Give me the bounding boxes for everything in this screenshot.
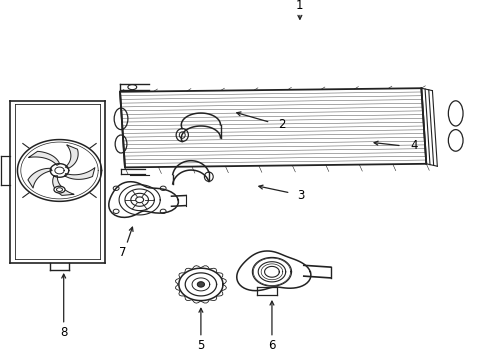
Ellipse shape [113, 209, 119, 213]
Text: 5: 5 [197, 339, 205, 352]
Text: 1: 1 [296, 0, 304, 12]
Ellipse shape [160, 209, 166, 213]
Ellipse shape [54, 186, 65, 193]
Text: 6: 6 [268, 339, 276, 352]
Circle shape [197, 282, 204, 287]
Polygon shape [28, 168, 52, 188]
Ellipse shape [176, 129, 188, 141]
Polygon shape [28, 151, 59, 165]
Text: 3: 3 [297, 189, 305, 202]
Polygon shape [53, 176, 74, 195]
Polygon shape [65, 145, 78, 168]
Text: 4: 4 [410, 139, 418, 152]
Polygon shape [65, 168, 95, 179]
Ellipse shape [113, 186, 119, 190]
Text: 7: 7 [119, 246, 126, 258]
Ellipse shape [160, 186, 166, 190]
Text: 8: 8 [60, 327, 68, 339]
Text: 2: 2 [278, 118, 286, 131]
Ellipse shape [204, 172, 213, 181]
